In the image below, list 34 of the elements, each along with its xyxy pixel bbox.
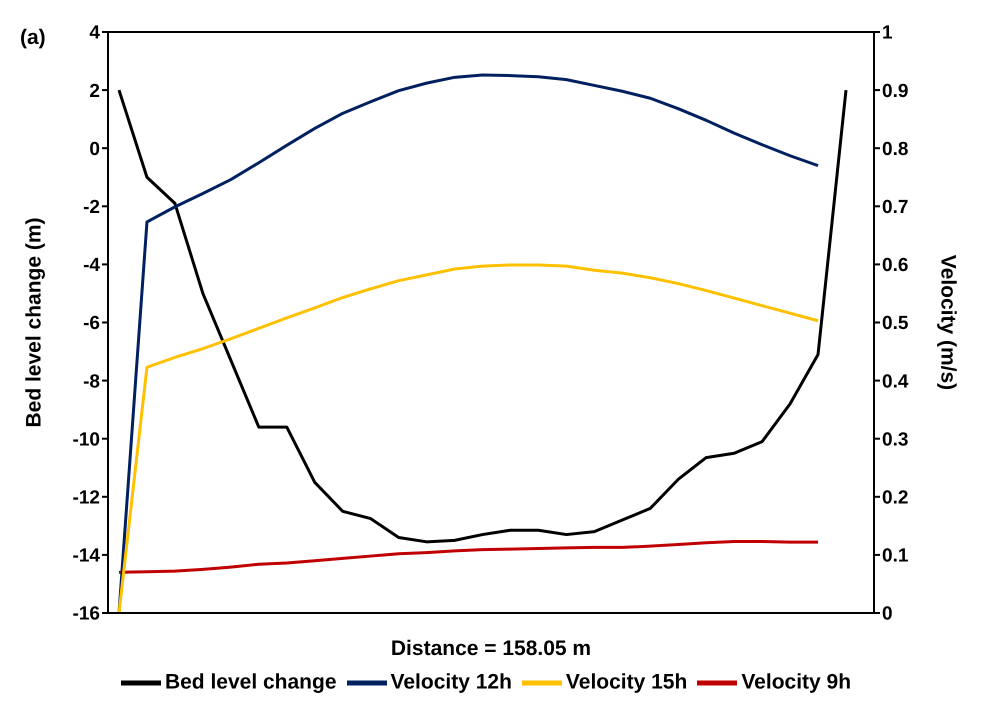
text: (a) <box>20 26 46 50</box>
y-tick-label: -10 <box>72 429 100 450</box>
y-tick-label: 2 <box>89 80 100 102</box>
y-tick-label: -12 <box>72 488 100 509</box>
y-tick-label: -6 <box>83 313 100 334</box>
y-tick-label: 0 <box>89 138 100 160</box>
y-tick-label: -2 <box>83 197 100 218</box>
line-series <box>118 73 820 613</box>
line-series <box>118 88 848 544</box>
y2-tick-label: 0.1 <box>882 546 909 567</box>
y2-axis-title: Velocity (m/s) <box>936 254 960 390</box>
legend-label: Velocity 15h <box>566 670 688 694</box>
legend-label: Velocity 9h <box>741 670 852 694</box>
y2-tick-label: 0.2 <box>882 488 908 509</box>
y2-tick-label: 0.6 <box>882 255 908 276</box>
y2-tick-label: 0.8 <box>882 138 908 160</box>
y-tick-label: -14 <box>72 546 100 567</box>
legend-label: Velocity 12h <box>390 670 512 694</box>
y2-tick-label: 0.5 <box>882 313 909 334</box>
y2-tick-label: 0 <box>882 604 893 625</box>
y2-tick-label: 0.7 <box>882 197 908 218</box>
y-axis-title: Bed level change (m) <box>22 217 46 428</box>
x-axis-title: Distance = 158.05 m <box>390 637 592 660</box>
y2-tick-label: 1 <box>882 22 893 44</box>
legend-label: Bed level change <box>164 670 337 694</box>
y-tick-label: -4 <box>83 255 100 276</box>
line-series <box>118 540 820 574</box>
line-series <box>118 263 820 613</box>
y2-tick-label: 0.3 <box>882 429 908 450</box>
y-tick-label: 4 <box>89 22 100 44</box>
y-tick-label: -16 <box>72 604 100 625</box>
y2-tick-label: 0.9 <box>882 80 908 102</box>
y-tick-label: -8 <box>83 371 100 392</box>
y2-tick-label: 0.4 <box>882 371 909 392</box>
